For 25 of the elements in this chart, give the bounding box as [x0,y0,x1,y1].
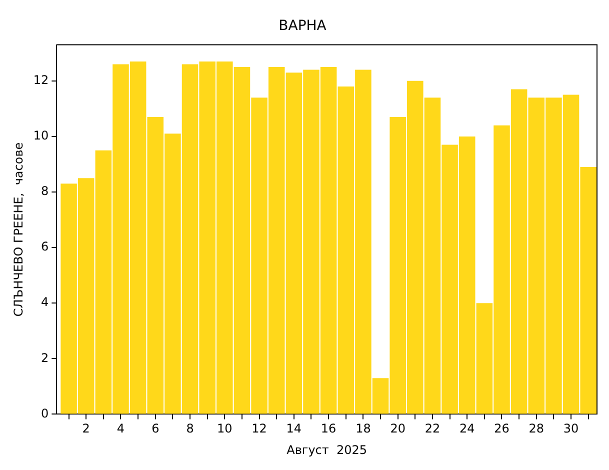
x-tick-label: 26 [494,422,510,436]
y-tick-label: 8 [41,184,49,198]
x-axis-title: Август 2025 [286,442,368,457]
x-tick-label: 14 [286,422,302,436]
y-tick-label: 10 [33,128,49,143]
y-axis-title: СЛЪНЧЕВО ГРЕЕНЕ, часове [11,142,26,317]
x-tick-label: 4 [116,422,125,436]
x-tick-label: 20 [390,422,406,436]
x-tick-label: 18 [356,422,371,436]
chart-title: ВАРНА [278,18,327,34]
x-tick-label: 22 [424,422,440,436]
x-tick-label: 28 [528,422,544,436]
x-tick-label: 24 [459,422,475,436]
y-tick-label: 12 [33,73,49,88]
x-tick-label: 10 [217,422,232,436]
y-tick-label: 6 [41,240,49,254]
x-tick-label: 12 [252,422,267,436]
x-tick-label: 30 [563,422,579,436]
y-tick-label: 2 [41,350,49,365]
x-tick-label: 16 [320,422,336,436]
x-tick-label: 6 [152,422,160,436]
y-tick-label: 4 [41,295,49,310]
x-tick-label: 2 [82,422,90,436]
y-tick-label: 0 [41,406,49,420]
x-tick-label: 8 [186,422,194,436]
